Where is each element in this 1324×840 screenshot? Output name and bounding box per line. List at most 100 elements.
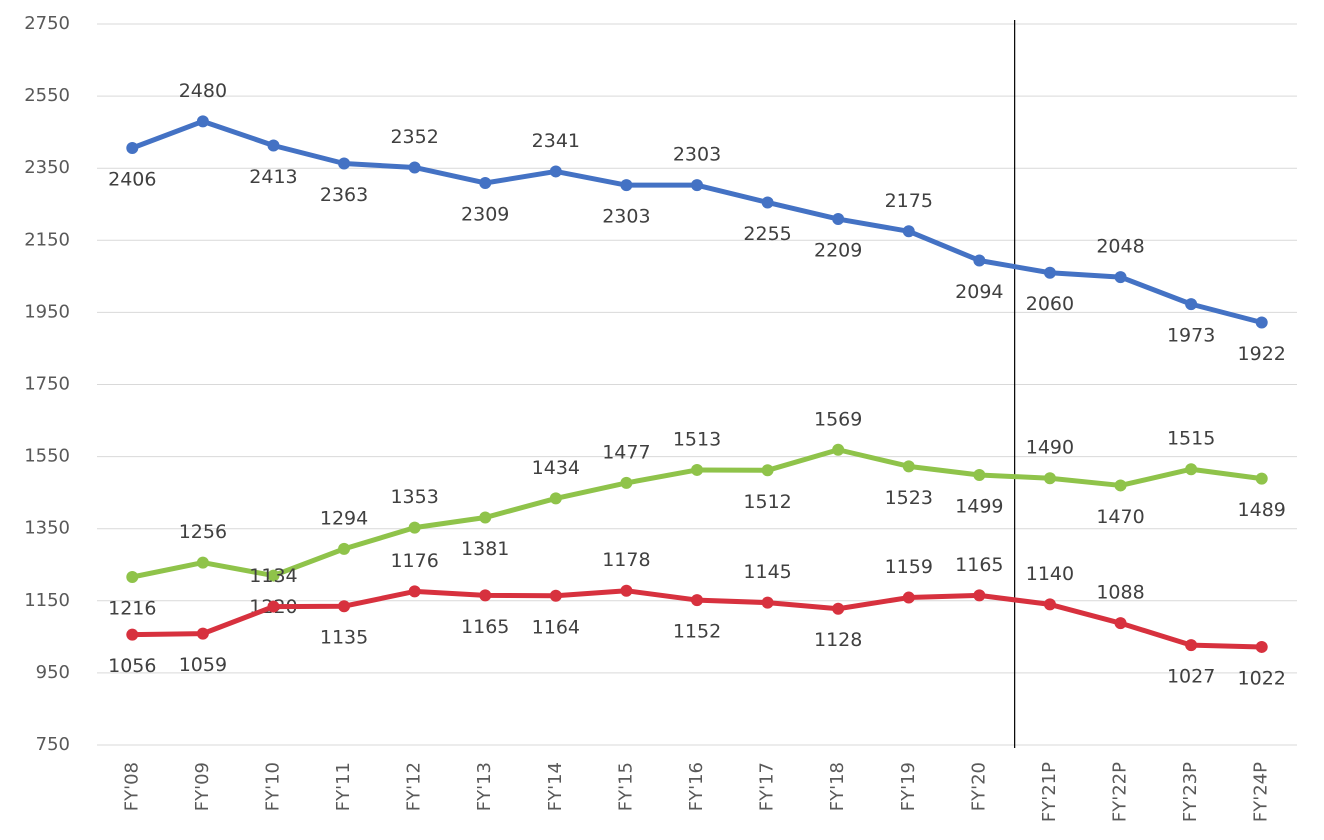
y-tick-label: 2750: [24, 13, 70, 34]
data-label: 2255: [743, 223, 791, 245]
point: [1255, 640, 1268, 653]
data-label: 2413: [249, 166, 297, 188]
point: [196, 115, 209, 128]
data-label: 2060: [1026, 293, 1074, 315]
y-tick-label: 2150: [24, 229, 70, 250]
x-tick-label: FY'23P: [1180, 762, 1201, 822]
point: [973, 589, 986, 602]
data-label: 1027: [1167, 666, 1215, 688]
data-label: 1381: [461, 538, 509, 560]
x-tick-label: FY'08: [121, 762, 142, 811]
y-tick-label: 2550: [24, 85, 70, 106]
point: [479, 511, 492, 524]
data-label: 1513: [673, 428, 721, 450]
point: [408, 161, 421, 174]
data-label: 1499: [955, 495, 1003, 517]
data-label: 1434: [532, 457, 580, 479]
data-label: 1569: [814, 408, 862, 430]
data-label: 1145: [743, 561, 791, 583]
point: [620, 179, 633, 192]
data-label: 1294: [320, 507, 368, 529]
point: [408, 585, 421, 598]
data-label: 1523: [885, 487, 933, 509]
point: [761, 596, 774, 609]
x-tick-label: FY'24P: [1251, 762, 1272, 822]
point: [761, 464, 774, 477]
point: [267, 569, 280, 582]
point: [973, 468, 986, 481]
data-label: 1922: [1238, 343, 1286, 365]
point: [1185, 639, 1198, 652]
point: [1114, 271, 1127, 284]
data-label: 1164: [532, 616, 580, 638]
data-label: 1088: [1096, 582, 1144, 604]
point: [338, 600, 351, 613]
point: [1114, 617, 1127, 630]
x-tick-label: FY'15: [615, 762, 636, 811]
point: [1043, 266, 1056, 279]
x-tick-label: FY'20: [968, 762, 989, 811]
point: [479, 589, 492, 602]
point: [832, 213, 845, 226]
point: [1114, 479, 1127, 492]
data-label: 2303: [602, 206, 650, 228]
x-tick-label: FY'17: [757, 762, 778, 811]
data-label: 2209: [814, 240, 862, 262]
x-tick-label: FY'19: [898, 762, 919, 811]
point: [691, 594, 703, 607]
y-tick-label: 1350: [24, 518, 70, 539]
data-label: 1022: [1238, 667, 1286, 689]
point: [549, 165, 562, 178]
data-label: 1152: [673, 621, 721, 643]
data-label: 1178: [602, 549, 650, 571]
point: [196, 556, 209, 569]
data-label: 1973: [1167, 325, 1215, 347]
x-tick-label: FY'14: [545, 762, 566, 811]
data-label: 1140: [1026, 563, 1074, 585]
data-label: 1059: [179, 654, 227, 676]
data-label: 1135: [320, 627, 368, 649]
data-label: 2175: [885, 190, 933, 212]
x-tick-label: FY'22P: [1110, 762, 1131, 822]
point: [1185, 463, 1198, 476]
data-label: 1134: [249, 565, 297, 587]
point: [832, 602, 845, 615]
data-label: 2094: [955, 281, 1003, 303]
data-label: 1165: [955, 554, 1003, 576]
y-tick-label: 1150: [24, 590, 70, 611]
data-label: 1489: [1238, 499, 1286, 521]
point: [691, 463, 703, 476]
point: [196, 627, 209, 640]
x-tick-label: FY'16: [686, 762, 707, 811]
point: [832, 443, 845, 456]
y-tick-label: 1550: [24, 446, 70, 467]
point: [902, 460, 915, 473]
point: [126, 571, 139, 584]
data-label: 1176: [390, 550, 438, 572]
point: [338, 157, 351, 170]
point: [1255, 472, 1268, 485]
point: [1043, 598, 1056, 611]
data-label: 1056: [108, 655, 156, 677]
point: [549, 589, 562, 602]
y-tick-label: 1950: [24, 301, 70, 322]
y-tick-label: 1750: [24, 374, 70, 395]
point: [1043, 472, 1056, 485]
data-label: 2480: [179, 80, 227, 102]
x-tick-label: FY'18: [827, 762, 848, 811]
x-tick-label: FY'13: [474, 762, 495, 811]
point: [126, 628, 139, 641]
point: [902, 591, 915, 604]
point: [479, 176, 492, 189]
x-tick-label: FY'21P: [1039, 762, 1060, 822]
data-label: 2341: [532, 130, 580, 152]
point: [126, 142, 139, 155]
x-tick-label: FY'12: [404, 762, 425, 811]
data-label: 2309: [461, 203, 509, 225]
x-tick-label: FY'10: [262, 762, 283, 811]
point: [973, 254, 986, 267]
data-label: 2048: [1096, 236, 1144, 258]
y-tick-label: 750: [36, 734, 70, 755]
y-tick-label: 2350: [24, 157, 70, 178]
point: [1185, 298, 1198, 311]
